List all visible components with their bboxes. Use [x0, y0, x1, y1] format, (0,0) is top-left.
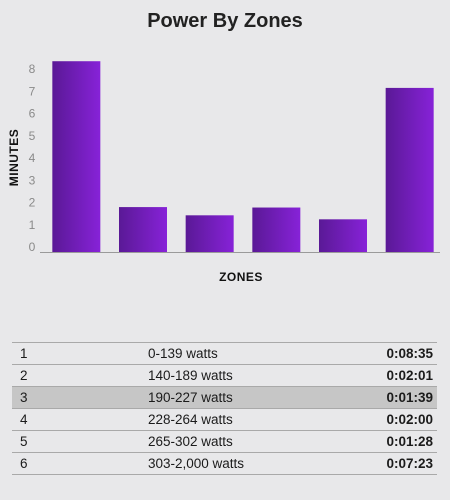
- zone-time: 0:02:00: [358, 408, 437, 431]
- zones-table: 1 0-139 watts 0:08:35 2 140-189 watts 0:02:01…: [12, 342, 437, 475]
- zone-number: 3: [12, 386, 148, 409]
- y-tick-label: 3: [29, 173, 36, 187]
- zone-number: 2: [12, 364, 148, 387]
- y-tick-label: 2: [29, 196, 36, 210]
- y-tick-label: 7: [29, 84, 36, 98]
- bar-zone-4: [252, 207, 301, 252]
- x-axis-label: ZONES: [219, 270, 263, 284]
- y-tick-label: 6: [29, 107, 36, 121]
- zone-range: 303-2,000 watts: [148, 452, 358, 475]
- zone-row: 2 140-189 watts 0:02:01: [12, 364, 437, 387]
- y-axis-label: MINUTES: [7, 129, 21, 187]
- y-tick-label: 0: [29, 240, 36, 254]
- zone-number: 4: [12, 408, 148, 431]
- zone-range: 265-302 watts: [148, 430, 358, 453]
- zone-row: 3 190-227 watts 0:01:39: [12, 386, 437, 409]
- y-tick-label: 8: [29, 62, 36, 76]
- chart-title: Power By Zones: [147, 10, 303, 32]
- y-axis-ticks: 0 1 2 3 4 5 6 7 8: [29, 62, 36, 254]
- zone-number: 1: [12, 342, 148, 365]
- bar-group: [52, 61, 434, 252]
- power-zones-chart: 0 1 2 3 4 5 6 7 8 MINUTES ZONES: [7, 61, 440, 284]
- zone-range: 140-189 watts: [148, 364, 358, 387]
- bar-zone-1: [52, 61, 101, 252]
- zone-row: 6 303-2,000 watts 0:07:23: [12, 452, 437, 475]
- zone-row: 4 228-264 watts 0:02:00: [12, 408, 437, 431]
- y-tick-label: 1: [29, 218, 36, 232]
- zone-time: 0:01:28: [358, 430, 437, 453]
- zone-time: 0:08:35: [358, 342, 437, 365]
- bar-zone-2: [119, 207, 167, 252]
- y-tick-label: 4: [29, 151, 36, 165]
- bar-zone-3: [185, 215, 234, 252]
- zone-range: 190-227 watts: [148, 386, 358, 409]
- zone-time: 0:02:01: [358, 364, 437, 387]
- zone-row: 1 0-139 watts 0:08:35: [12, 342, 437, 365]
- bar-zone-5: [319, 219, 367, 252]
- y-tick-label: 5: [29, 129, 36, 143]
- zone-number: 5: [12, 430, 148, 453]
- zone-time: 0:01:39: [358, 386, 437, 409]
- bar-zone-6: [385, 87, 434, 252]
- zone-range: 228-264 watts: [148, 408, 358, 431]
- zone-row: 5 265-302 watts 0:01:28: [12, 430, 437, 453]
- zone-time: 0:07:23: [358, 452, 437, 475]
- zone-number: 6: [12, 452, 148, 475]
- zone-range: 0-139 watts: [148, 342, 358, 365]
